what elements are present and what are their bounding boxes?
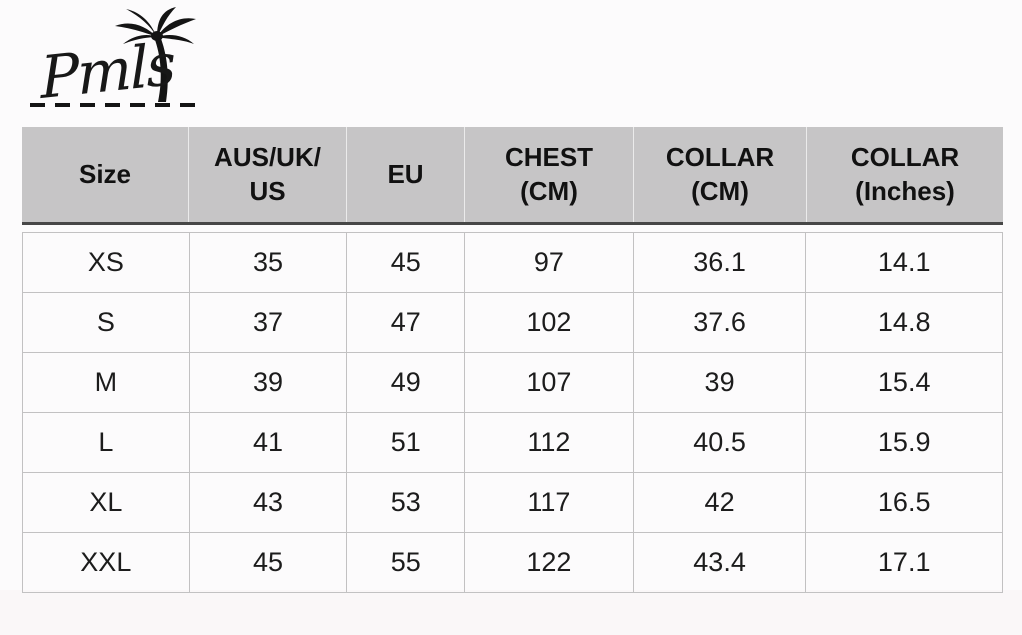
table-cell: 37.6 (634, 293, 807, 352)
table-cell: 107 (465, 353, 634, 412)
table-cell: 15.9 (877, 427, 931, 457)
table-cell: 42 (634, 473, 807, 532)
table-cell: 122 (465, 533, 634, 592)
table-row: XXL 45 55 122 43.4 17.1 (23, 533, 1002, 592)
table-cell: 55 (347, 533, 466, 592)
table-cell: 45 (190, 533, 348, 592)
header-cell: EU (347, 127, 465, 222)
table-cell: 39 (190, 353, 348, 412)
header-cell: COLLAR (Inches) (850, 141, 960, 206)
table-cell: 14.1 (877, 247, 931, 277)
table-cell: 37 (190, 293, 348, 352)
brand-logo-dashed-underline (30, 103, 202, 107)
table-cell: M (23, 353, 190, 412)
table-row: XL 43 53 117 42 16.5 (23, 473, 1002, 533)
table-row: S 37 47 102 37.6 14.8 (23, 293, 1002, 353)
table-cell: 53 (347, 473, 466, 532)
table-cell: XS (23, 233, 190, 292)
table-cell: 43.4 (634, 533, 807, 592)
table-cell: 97 (465, 233, 634, 292)
size-table-body: XS 35 45 97 36.1 14.1 S 37 47 102 37.6 14.8 M 39 49 107… (22, 232, 1003, 593)
table-cell: 36.1 (634, 233, 807, 292)
table-cell: 16.5 (877, 487, 931, 517)
header-cell: Size (22, 127, 189, 222)
table-row: L 41 51 112 40.5 15.9 (23, 413, 1002, 473)
page-bottom-tint (0, 590, 1022, 635)
table-cell: L (23, 413, 190, 472)
table-cell: 45 (347, 233, 466, 292)
palm-tree-icon (115, 7, 196, 102)
brand-logo: Pmls (28, 4, 223, 116)
table-cell: 112 (465, 413, 634, 472)
table-cell: 17.1 (877, 547, 931, 577)
table-cell: 14.8 (877, 307, 931, 337)
table-cell: XL (23, 473, 190, 532)
table-row: XS 35 45 97 36.1 14.1 (23, 233, 1002, 293)
size-table-header-row: Size AUS/UK/US EU CHEST (CM) COLLAR (CM) COLLAR… (22, 127, 1003, 225)
table-cell: 35 (190, 233, 348, 292)
table-cell: 51 (347, 413, 466, 472)
header-cell: COLLAR (CM) (634, 127, 807, 222)
table-cell: XXL (23, 533, 190, 592)
table-cell: 49 (347, 353, 466, 412)
table-cell: 47 (347, 293, 466, 352)
size-chart-table: Size AUS/UK/US EU CHEST (CM) COLLAR (CM) COLLAR… (22, 127, 1003, 593)
table-cell: 15.4 (877, 367, 931, 397)
table-cell: 102 (465, 293, 634, 352)
table-cell: 43 (190, 473, 348, 532)
table-cell: 41 (190, 413, 348, 472)
table-cell: 40.5 (634, 413, 807, 472)
table-row: M 39 49 107 39 15.4 (23, 353, 1002, 413)
header-cell: CHEST (CM) (465, 127, 634, 222)
brand-logo-text: Pmls (39, 29, 176, 113)
header-cell: AUS/UK/US (189, 127, 347, 222)
table-cell: 117 (465, 473, 634, 532)
table-cell: S (23, 293, 190, 352)
table-cell: 39 (634, 353, 807, 412)
